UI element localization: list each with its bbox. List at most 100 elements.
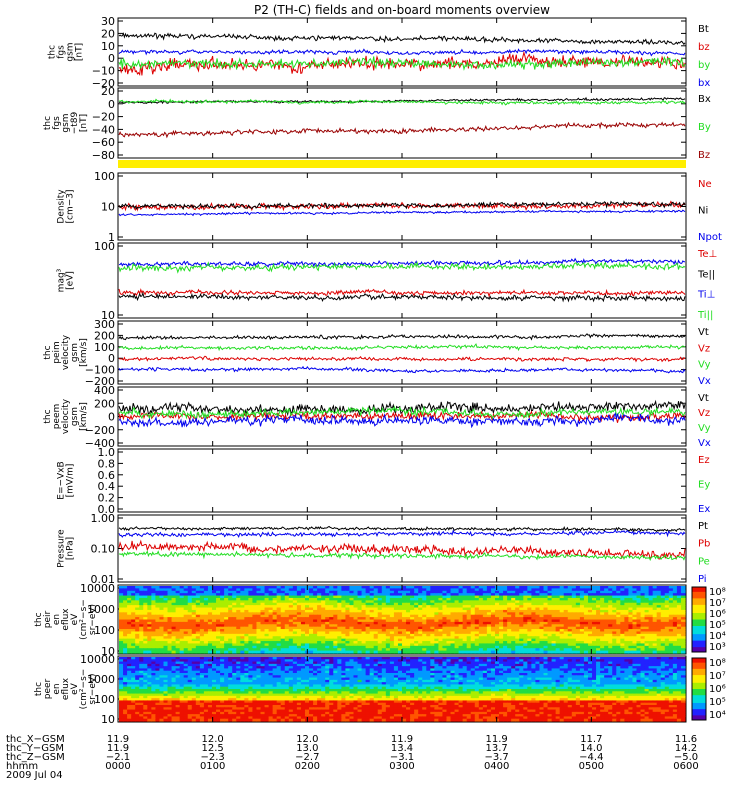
spectrogram-cell: [321, 626, 326, 630]
spectrogram-cell: [123, 590, 128, 594]
spectrogram-cell: [365, 661, 371, 665]
spectrogram-cell: [438, 590, 444, 594]
spectrogram-cell: [321, 602, 326, 606]
spectrogram-cell: [296, 648, 302, 652]
spectrogram-cell: [446, 619, 452, 623]
spectrogram-cell: [300, 629, 306, 633]
spectrogram-cell: [600, 590, 605, 594]
spectrogram-cell: [232, 619, 237, 623]
spectrogram-cell: [535, 643, 541, 647]
spectrogram-cell: [135, 650, 140, 654]
spectrogram-cell: [446, 659, 452, 663]
spectrogram-cell: [321, 617, 326, 621]
spectrogram-cell: [575, 600, 581, 604]
spectrogram-cell: [127, 636, 132, 640]
spectrogram-cell: [191, 648, 197, 652]
spectrogram-cell: [446, 595, 452, 599]
spectrogram-cell: [321, 666, 326, 670]
spectrogram-cell: [276, 593, 282, 597]
spectrogram-cell: [672, 609, 678, 613]
spectrogram-cell: [155, 609, 161, 613]
spectrogram-cell: [547, 657, 553, 660]
spectrogram-cell: [123, 631, 128, 635]
spectrogram-cell: [418, 636, 423, 640]
spectrogram-cell: [296, 609, 302, 613]
spectrogram-cell: [567, 624, 573, 628]
spectrogram-cell: [147, 636, 152, 640]
spectrogram-cell: [191, 600, 197, 604]
spectrogram-cell: [600, 645, 605, 649]
spectrogram-cell: [292, 629, 298, 633]
spectrogram-cell: [280, 597, 286, 601]
spectrogram-cell: [446, 641, 452, 645]
spectrogram-cell: [600, 641, 605, 645]
spectrogram-cell: [341, 605, 346, 609]
spectrogram-cell: [587, 614, 593, 618]
spectrogram-cell: [244, 597, 249, 601]
spectrogram-cell: [620, 641, 625, 645]
spectrogram-cell: [519, 612, 524, 616]
spectrogram-cell: [410, 588, 415, 592]
spectrogram-cell: [276, 597, 282, 601]
spectrogram-cell: [365, 586, 371, 589]
spectrogram-cell: [377, 624, 383, 628]
spectrogram-cell: [159, 629, 165, 633]
spectrogram-cell: [211, 659, 217, 663]
spectrogram-cell: [486, 586, 492, 589]
spectrogram-cell: [676, 595, 682, 599]
spectrogram-cell: [397, 597, 403, 601]
spectrogram-cell: [284, 663, 290, 667]
spectrogram-cell: [199, 631, 205, 635]
spectrogram-cell: [256, 614, 262, 618]
spectrogram-cell: [458, 617, 464, 621]
spectrogram-cell: [632, 626, 638, 630]
spectrogram-cell: [313, 614, 318, 618]
spectrogram-cell: [292, 614, 298, 618]
spectrogram-cell: [393, 645, 399, 649]
spectrogram-cell: [264, 600, 270, 604]
spectrogram-cell: [288, 586, 294, 589]
spectrogram-cell: [357, 593, 363, 597]
spectrogram-cell: [393, 605, 399, 609]
spectrogram-cell: [672, 617, 678, 621]
spectrogram-cell: [592, 602, 597, 606]
spectrogram-cell: [309, 607, 314, 611]
spectrogram-cell: [644, 650, 650, 654]
spectrogram-cell: [555, 659, 561, 663]
spectrogram-cell: [183, 624, 189, 628]
spectrogram-cell: [507, 641, 512, 645]
spectrogram-cell: [519, 666, 524, 670]
colorbar-segment: [692, 591, 706, 594]
spectrogram-cell: [187, 619, 193, 623]
spectrogram-cell: [345, 650, 351, 654]
spectrogram-cell: [345, 626, 351, 630]
spectrogram-cell: [628, 629, 634, 633]
spectrogram-cell: [466, 617, 472, 621]
spectrogram-cell: [207, 614, 213, 618]
spectrogram-cell: [329, 595, 334, 599]
spectrogram-cell: [325, 614, 330, 618]
spectrogram-cell: [680, 659, 686, 663]
legend-Npot: Npot: [698, 232, 722, 243]
spectrogram-cell: [159, 626, 165, 630]
spectrogram-cell: [571, 605, 577, 609]
spectrogram-cell: [244, 661, 249, 665]
spectrogram-cell: [256, 588, 262, 592]
spectrogram-cell: [143, 609, 148, 613]
spectrogram-cell: [349, 626, 355, 630]
spectrogram-cell: [507, 595, 512, 599]
spectrogram-cell: [377, 657, 383, 660]
spectrogram-cell: [369, 641, 375, 645]
spectrogram-cell: [499, 607, 504, 611]
spectrogram-cell: [381, 648, 387, 652]
spectrogram-cell: [531, 600, 537, 604]
spectrogram-cell: [422, 619, 427, 623]
spectrogram-cell: [559, 633, 565, 637]
spectrogram-cell: [668, 661, 674, 665]
spectrogram-cell: [143, 657, 148, 660]
spectrogram-cell: [147, 609, 152, 613]
spectrogram-cell: [252, 588, 258, 592]
spectrogram-cell: [296, 614, 302, 618]
spectrogram-cell: [608, 607, 613, 611]
spectrogram-cell: [656, 607, 662, 611]
